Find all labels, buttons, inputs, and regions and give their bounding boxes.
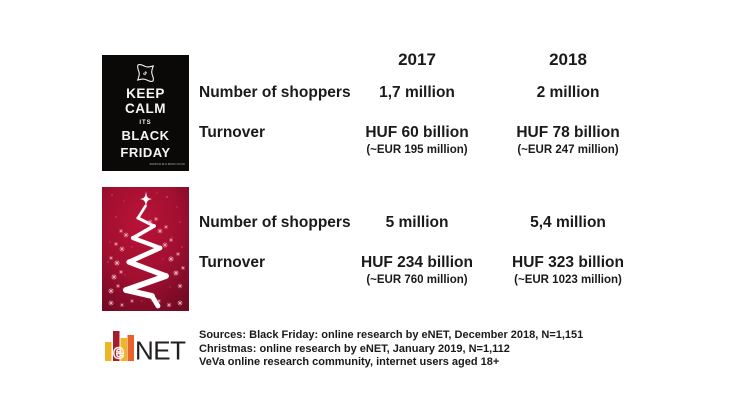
svg-text:NET: NET [135, 336, 186, 364]
svg-text:$: $ [141, 71, 147, 77]
svg-text:e: e [113, 342, 124, 364]
